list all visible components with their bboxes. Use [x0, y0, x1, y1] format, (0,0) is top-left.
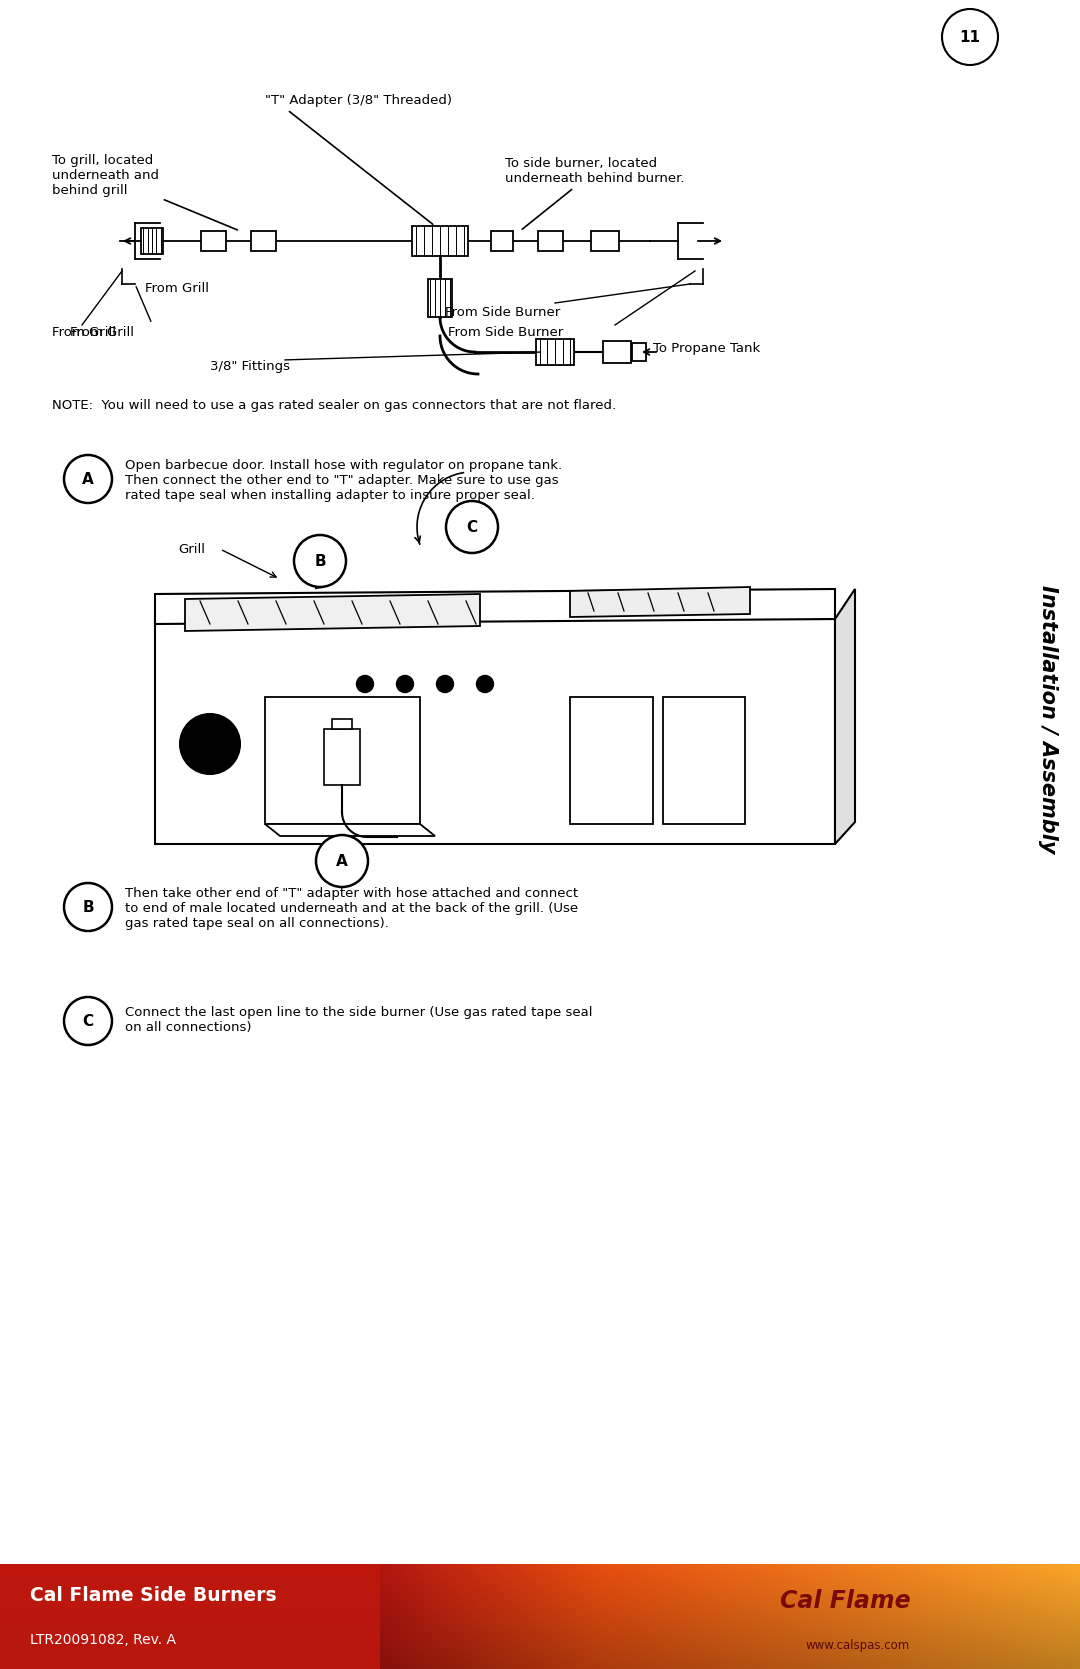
- Polygon shape: [265, 824, 435, 836]
- Text: www.calspas.com: www.calspas.com: [805, 1639, 909, 1652]
- Bar: [156, 619, 835, 845]
- Circle shape: [942, 8, 998, 65]
- Text: Then take other end of "T" adapter with hose attached and connect
to end of male: Then take other end of "T" adapter with …: [125, 886, 578, 930]
- Bar: [491, 230, 513, 250]
- Circle shape: [396, 676, 414, 693]
- Bar: [201, 230, 226, 250]
- Circle shape: [476, 676, 494, 693]
- Text: 11: 11: [959, 30, 981, 45]
- Text: From Grill: From Grill: [52, 325, 116, 339]
- Bar: [324, 729, 360, 784]
- Text: C: C: [467, 519, 477, 534]
- Text: A: A: [336, 853, 348, 868]
- Bar: [141, 229, 163, 254]
- Text: A: A: [82, 472, 94, 486]
- Circle shape: [64, 996, 112, 1045]
- Text: B: B: [314, 554, 326, 569]
- Text: LTR20091082, Rev. A: LTR20091082, Rev. A: [30, 1632, 176, 1647]
- Bar: [591, 230, 619, 250]
- Circle shape: [316, 834, 368, 886]
- Bar: [538, 230, 563, 250]
- Text: "T" Adapter (3/8" Threaded): "T" Adapter (3/8" Threaded): [265, 93, 453, 224]
- Bar: [411, 225, 468, 255]
- Text: Installation / Assembly: Installation / Assembly: [1038, 584, 1058, 853]
- Text: 3/8" Fittings: 3/8" Fittings: [210, 361, 291, 372]
- Circle shape: [64, 456, 112, 502]
- Polygon shape: [185, 594, 480, 631]
- Text: To grill, located
underneath and
behind grill: To grill, located underneath and behind …: [52, 154, 238, 230]
- Circle shape: [294, 536, 346, 587]
- Bar: [251, 230, 275, 250]
- Bar: [332, 719, 352, 729]
- Bar: [632, 344, 646, 361]
- Text: From Side Burner: From Side Burner: [445, 305, 561, 319]
- Bar: [0, 1564, 380, 1669]
- Text: From Side Burner: From Side Burner: [448, 325, 564, 339]
- Text: NOTE:  You will need to use a gas rated sealer on gas connectors that are not fl: NOTE: You will need to use a gas rated s…: [52, 399, 616, 412]
- Text: From Grill: From Grill: [70, 325, 134, 339]
- Bar: [662, 698, 745, 824]
- Polygon shape: [156, 589, 835, 624]
- Text: Connect the last open line to the side burner (Use gas rated tape seal
on all co: Connect the last open line to the side b…: [125, 1006, 593, 1035]
- Text: Grill: Grill: [178, 542, 205, 556]
- Bar: [603, 340, 631, 362]
- Bar: [428, 279, 453, 317]
- Bar: [536, 339, 573, 366]
- Text: B: B: [82, 900, 94, 915]
- Text: Cal Flame Side Burners: Cal Flame Side Burners: [30, 1586, 276, 1606]
- Text: Open barbecue door. Install hose with regulator on propane tank.
Then connect th: Open barbecue door. Install hose with re…: [125, 459, 562, 502]
- Text: C: C: [82, 1013, 94, 1028]
- Circle shape: [180, 714, 240, 774]
- Text: To Propane Tank: To Propane Tank: [653, 342, 760, 354]
- Polygon shape: [570, 587, 750, 618]
- Text: From Grill: From Grill: [145, 282, 210, 295]
- Bar: [265, 698, 420, 824]
- Circle shape: [446, 501, 498, 552]
- Circle shape: [64, 883, 112, 931]
- Circle shape: [356, 676, 374, 693]
- Text: To side burner, located
underneath behind burner.: To side burner, located underneath behin…: [505, 157, 685, 229]
- Circle shape: [436, 676, 454, 693]
- Polygon shape: [835, 589, 855, 845]
- Bar: [570, 698, 652, 824]
- Text: Cal Flame: Cal Flame: [780, 1589, 910, 1612]
